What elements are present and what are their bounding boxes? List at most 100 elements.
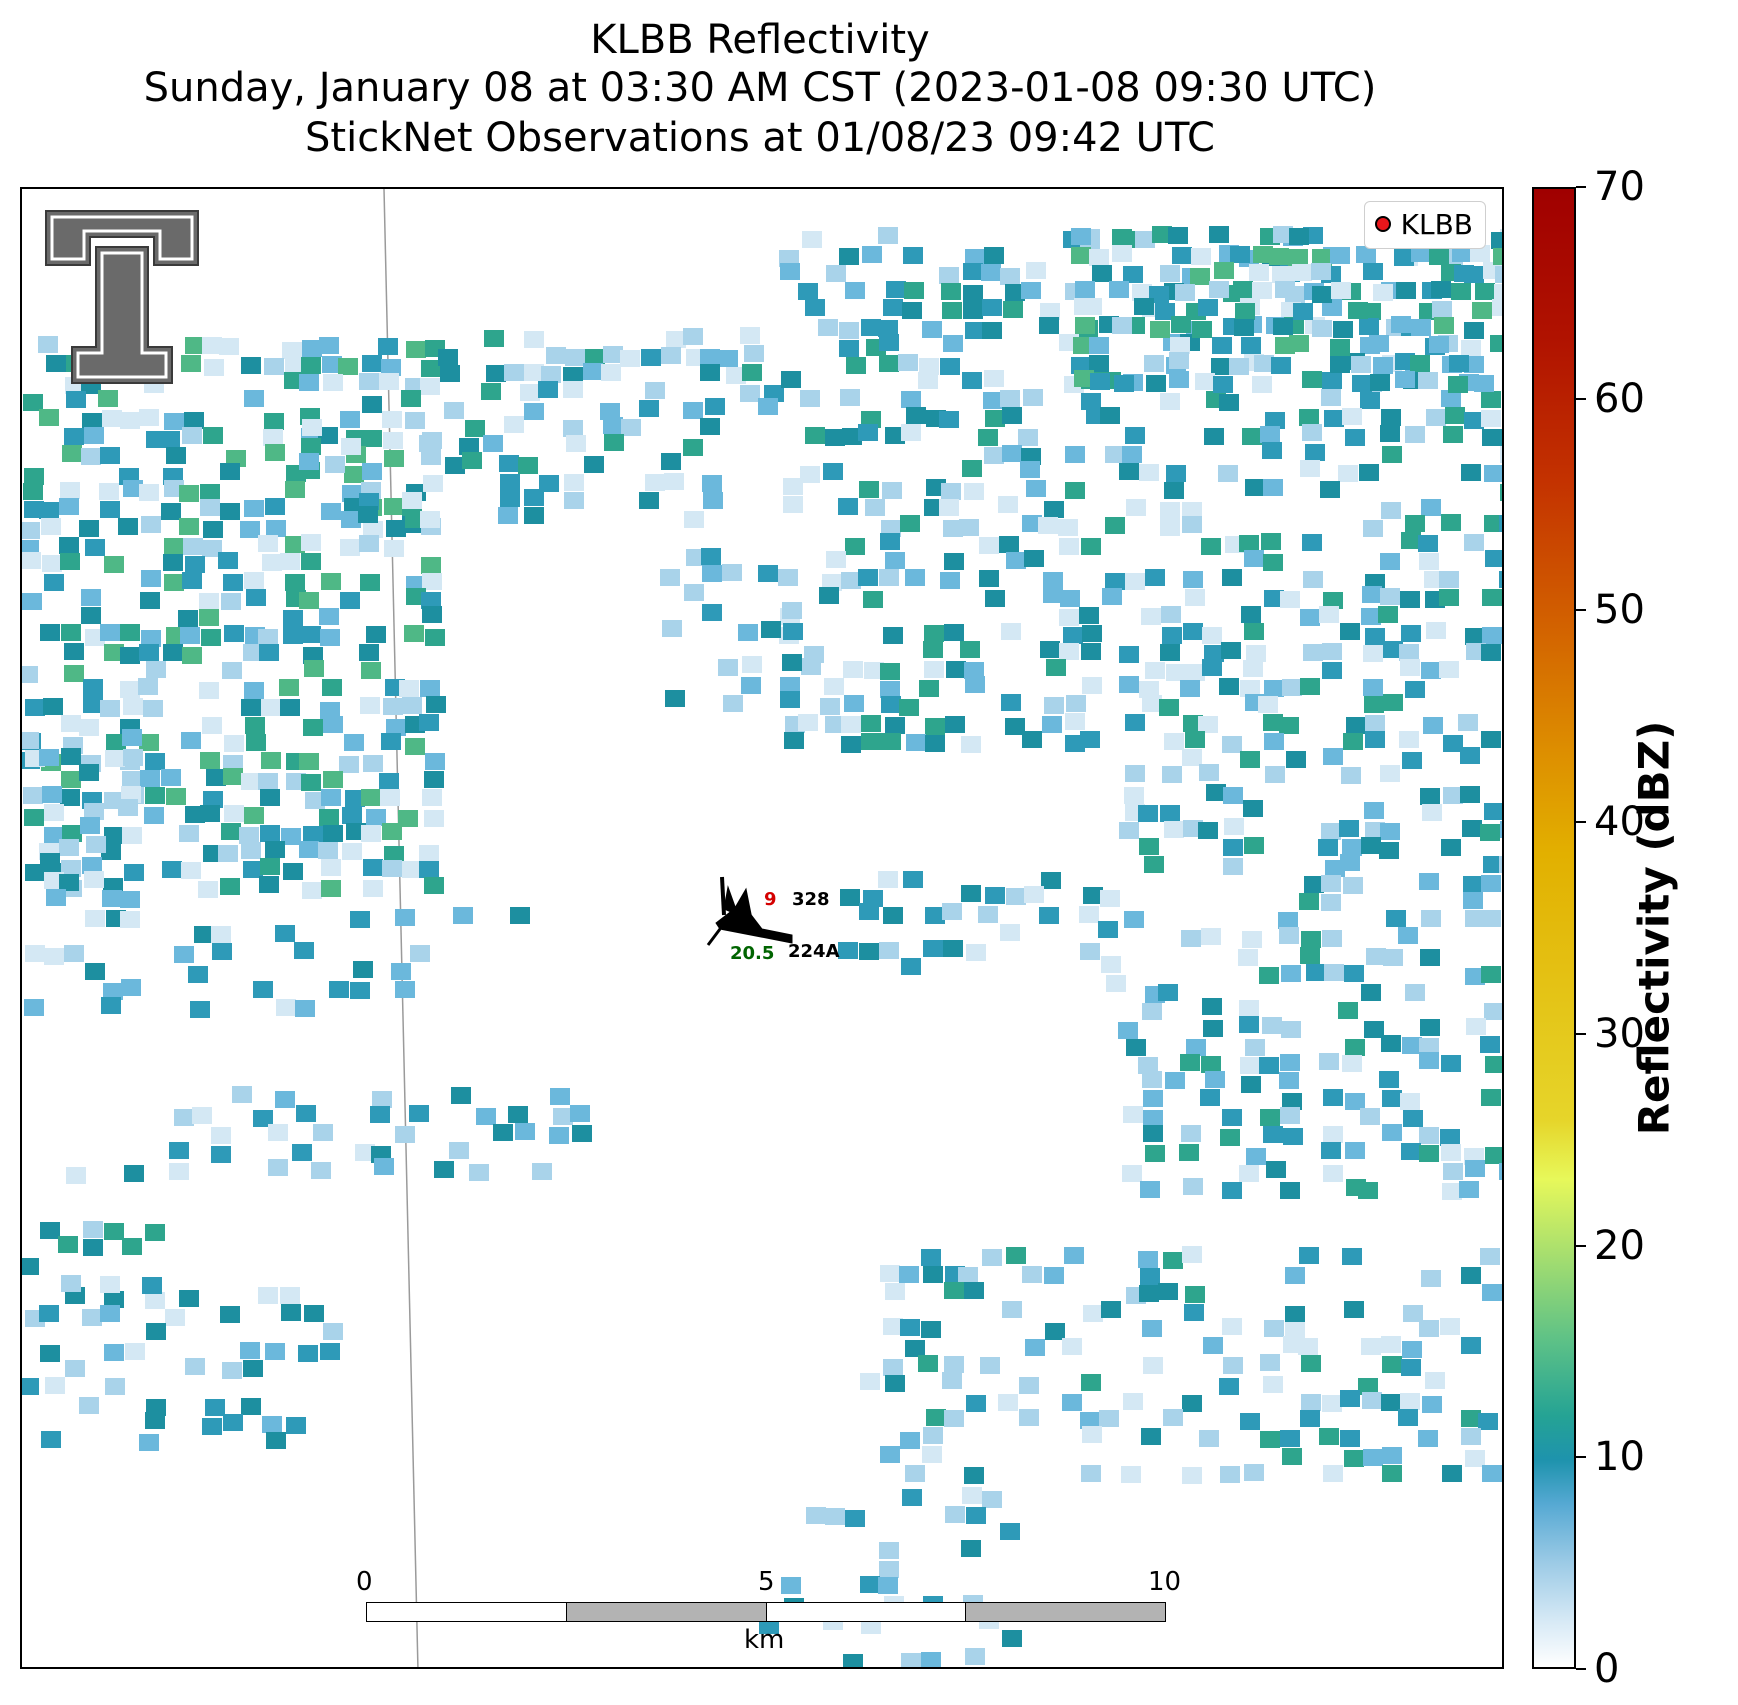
reflectivity-pixel: [138, 678, 158, 695]
reflectivity-pixel: [1000, 268, 1020, 285]
reflectivity-pixel: [818, 319, 838, 336]
reflectivity-pixel: [185, 1358, 205, 1375]
reflectivity-pixel: [1182, 516, 1202, 533]
reflectivity-pixel: [1470, 245, 1490, 262]
reflectivity-pixel: [1118, 1022, 1138, 1039]
reflectivity-pixel: [1345, 429, 1365, 446]
reflectivity-pixel: [169, 1163, 189, 1180]
reflectivity-pixel: [1422, 1396, 1442, 1413]
reflectivity-pixel: [381, 359, 401, 376]
reflectivity-pixel: [1451, 283, 1471, 300]
reflectivity-pixel: [1244, 1464, 1264, 1481]
reflectivity-pixel: [211, 926, 231, 943]
reflectivity-pixel: [185, 337, 205, 354]
reflectivity-pixel: [945, 716, 965, 733]
reflectivity-pixel: [524, 403, 544, 420]
reflectivity-pixel: [1222, 1109, 1242, 1126]
reflectivity-pixel: [1403, 1110, 1423, 1127]
reflectivity-pixel: [1358, 1182, 1378, 1199]
reflectivity-pixel: [1242, 428, 1262, 445]
reflectivity-pixel: [1271, 357, 1291, 374]
reflectivity-pixel: [1223, 839, 1243, 856]
reflectivity-pixel: [1168, 227, 1188, 244]
reflectivity-pixel: [59, 874, 79, 891]
reflectivity-pixel: [366, 626, 386, 643]
reflectivity-pixel: [40, 1222, 60, 1239]
reflectivity-pixel: [1071, 357, 1091, 374]
reflectivity-pixel: [1082, 625, 1102, 642]
reflectivity-pixel: [1340, 1430, 1360, 1447]
reflectivity-pixel: [1405, 681, 1425, 698]
reflectivity-pixel: [261, 752, 281, 769]
reflectivity-pixel: [1360, 392, 1380, 409]
reflectivity-pixel: [304, 660, 324, 677]
reflectivity-pixel: [341, 438, 361, 455]
reflectivity-pixel: [1021, 448, 1041, 465]
reflectivity-pixel: [341, 511, 361, 528]
reflectivity-pixel: [901, 958, 921, 975]
reflectivity-pixel: [202, 717, 222, 734]
reflectivity-pixel: [260, 858, 280, 875]
reflectivity-pixel: [1503, 929, 1504, 946]
reflectivity-pixel: [301, 774, 321, 791]
reflectivity-pixel: [1321, 875, 1341, 892]
reflectivity-pixel: [1503, 984, 1504, 1001]
reflectivity-pixel: [1201, 928, 1221, 945]
reflectivity-pixel: [980, 1357, 1000, 1374]
reflectivity-pixel: [295, 1000, 315, 1017]
reflectivity-pixel: [350, 982, 370, 999]
reflectivity-pixel: [1018, 429, 1038, 446]
reflectivity-pixel: [1219, 1378, 1239, 1395]
reflectivity-pixel: [321, 503, 341, 520]
reflectivity-pixel: [1101, 1301, 1121, 1318]
reflectivity-pixel: [182, 427, 202, 444]
reflectivity-pixel: [1419, 1145, 1439, 1162]
reflectivity-pixel: [1022, 731, 1042, 748]
reflectivity-pixel: [265, 498, 285, 515]
reflectivity-pixel: [1421, 662, 1441, 679]
reflectivity-pixel: [1286, 751, 1306, 768]
reflectivity-pixel: [1338, 465, 1358, 482]
reflectivity-pixel: [1463, 876, 1483, 893]
reflectivity-pixel: [1060, 590, 1080, 607]
reflectivity-pixel: [1443, 735, 1463, 752]
reflectivity-pixel: [382, 823, 402, 840]
reflectivity-pixel: [179, 1290, 199, 1307]
reflectivity-pixel: [1499, 571, 1502, 588]
reflectivity-pixel: [395, 909, 415, 926]
reflectivity-pixel: [861, 715, 881, 732]
reflectivity-pixel: [83, 696, 103, 713]
reflectivity-pixel: [826, 265, 846, 282]
reflectivity-pixel: [243, 861, 263, 878]
reflectivity-pixel: [1089, 249, 1109, 266]
reflectivity-pixel: [359, 535, 379, 552]
reflectivity-pixel: [1492, 299, 1502, 316]
reflectivity-pixel: [83, 679, 103, 696]
reflectivity-pixel: [122, 1238, 142, 1255]
reflectivity-pixel: [524, 489, 544, 506]
reflectivity-pixel: [1081, 1374, 1101, 1391]
reflectivity-pixel: [1252, 376, 1272, 393]
reflectivity-pixel: [1059, 538, 1079, 555]
reflectivity-pixel: [518, 457, 538, 474]
reflectivity-pixel: [164, 574, 184, 591]
reflectivity-pixel: [222, 1362, 242, 1379]
reflectivity-pixel: [761, 621, 781, 638]
reflectivity-pixel: [564, 492, 584, 509]
radar-map[interactable]: KLBB 9 328 20.5 224A 0 5 10 km: [20, 187, 1504, 1669]
reflectivity-pixel: [1418, 535, 1438, 552]
reflectivity-pixel: [318, 427, 338, 444]
reflectivity-pixel: [1043, 572, 1063, 589]
reflectivity-pixel: [1139, 464, 1159, 481]
reflectivity-pixel: [1381, 1336, 1401, 1353]
reflectivity-pixel: [345, 790, 365, 807]
reflectivity-pixel: [1465, 910, 1485, 927]
reflectivity-pixel: [962, 372, 982, 389]
reflectivity-pixel: [104, 644, 124, 661]
reflectivity-pixel: [106, 734, 126, 751]
reflectivity-pixel: [100, 1276, 120, 1293]
reflectivity-pixel: [1359, 318, 1379, 335]
reflectivity-pixel: [188, 966, 208, 983]
reflectivity-pixel: [1464, 322, 1484, 339]
reflectivity-pixel: [64, 665, 84, 682]
